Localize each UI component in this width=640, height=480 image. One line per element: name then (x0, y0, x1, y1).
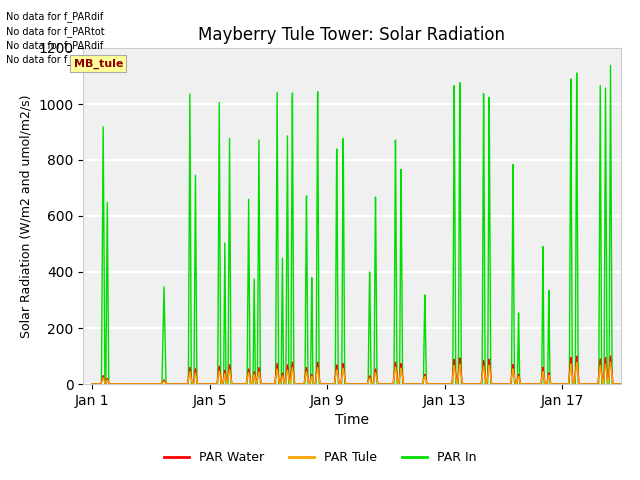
Text: No data for f_PARtot: No data for f_PARtot (6, 54, 105, 65)
Legend: PAR Water, PAR Tule, PAR In: PAR Water, PAR Tule, PAR In (159, 446, 481, 469)
Text: No data for f_PARdif: No data for f_PARdif (6, 40, 104, 51)
Text: No data for f_PARdif: No data for f_PARdif (6, 11, 104, 22)
Y-axis label: Solar Radiation (W/m2 and umol/m2/s): Solar Radiation (W/m2 and umol/m2/s) (20, 94, 33, 338)
Text: MB_tule: MB_tule (74, 58, 123, 69)
X-axis label: Time: Time (335, 413, 369, 427)
Title: Mayberry Tule Tower: Solar Radiation: Mayberry Tule Tower: Solar Radiation (198, 25, 506, 44)
Text: No data for f_PARtot: No data for f_PARtot (6, 25, 105, 36)
